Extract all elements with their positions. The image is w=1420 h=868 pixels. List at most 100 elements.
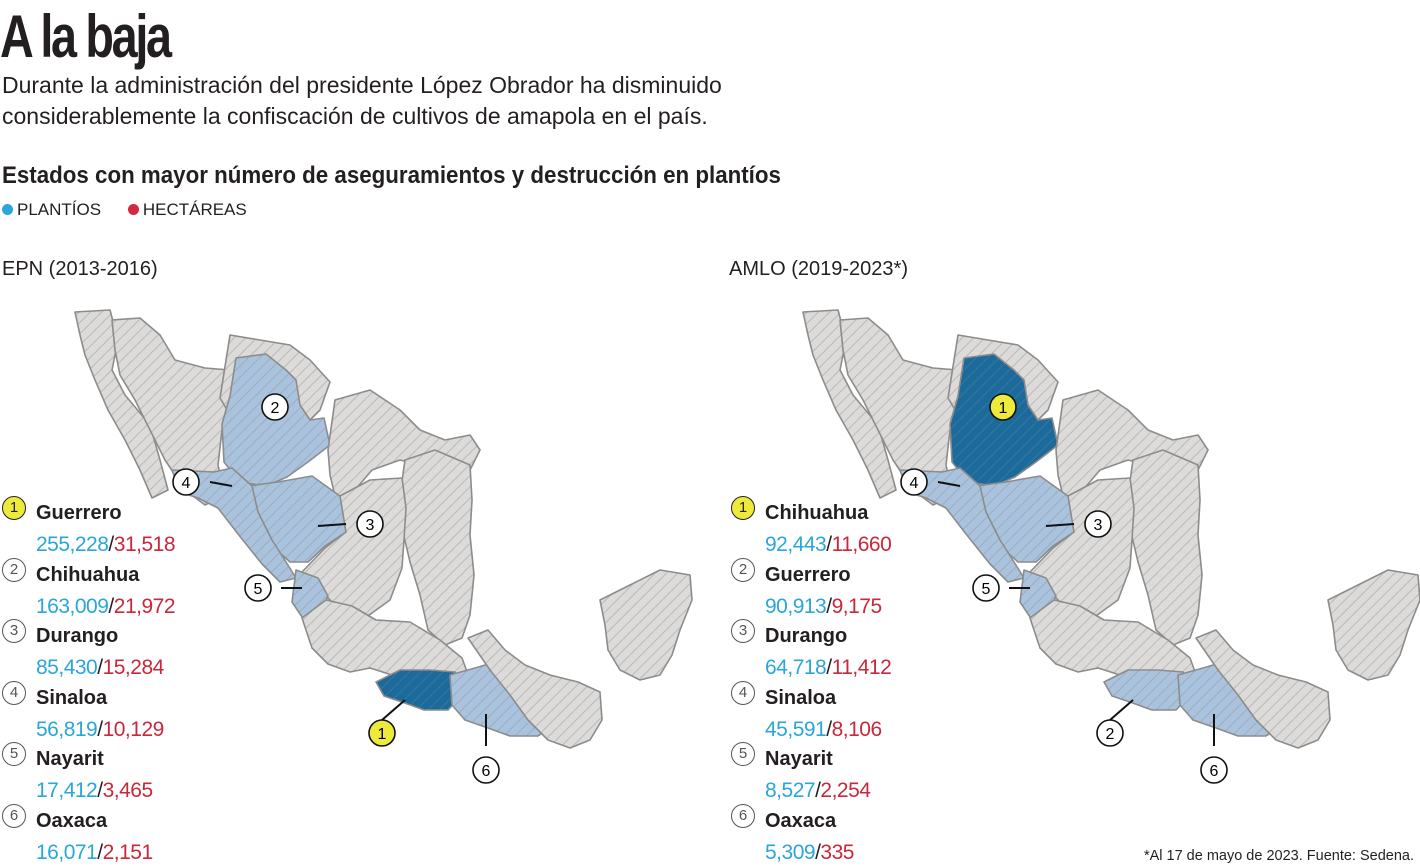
- amlo-leader-line: [1045, 523, 1075, 527]
- epn-hatch-guerrero: [376, 670, 462, 710]
- amlo-rank-badge: 5: [731, 742, 755, 766]
- epn-hectareas-value: 31,518: [113, 533, 176, 556]
- amlo-map-badge-label: 5: [982, 581, 991, 598]
- plantios-dot-icon: [2, 204, 13, 215]
- epn-hectareas-value: 3,465: [102, 779, 154, 802]
- amlo-rank-badge: 3: [731, 619, 755, 643]
- epn-state-values: 85,430/15,284: [36, 656, 164, 680]
- epn-hectareas-value: 2,151: [102, 840, 154, 864]
- amlo-hectareas-value: 11,660: [831, 533, 892, 556]
- amlo-state-values: 45,591/8,106: [765, 718, 882, 742]
- epn-hatch-nuevo-leon-y-tamaulipas: [400, 450, 474, 645]
- amlo-leader-line: [1109, 699, 1134, 721]
- amlo-rank-badge: 1: [731, 496, 755, 520]
- amlo-map-badge-label: 6: [1210, 763, 1219, 780]
- epn-plantios-value: 85,430: [36, 656, 98, 679]
- epn-state-values: 17,412/3,465: [36, 779, 153, 803]
- amlo-map-badge-label: 4: [910, 475, 919, 492]
- epn-map: 2 4 3 5 1 6: [74, 309, 693, 784]
- amlo-hectareas-value: 9,175: [831, 594, 883, 618]
- amlo-hatch-sinaloa: [900, 468, 1024, 582]
- epn-state-values: 56,819/10,129: [36, 718, 164, 742]
- epn-hatch-zacatecas-y-slp: [302, 478, 406, 618]
- epn-plantios-value: 163,009: [36, 594, 109, 618]
- epn-state-name: Chihuahua: [36, 563, 140, 586]
- legend-plantios: PLANTÍOS: [2, 200, 101, 219]
- amlo-leader-line: [937, 481, 961, 487]
- epn-hatch-sinaloa: [172, 468, 296, 582]
- epn-state-values: 255,228/31,518: [36, 533, 176, 557]
- epn-hatch-peninsula-de-yucatan: [600, 570, 692, 680]
- amlo-state-values: 64,718/11,412: [765, 656, 892, 680]
- legend-hectareas-label: HECTÁREAS: [142, 200, 247, 219]
- epn-map-badge-5: 5: [244, 574, 272, 602]
- epn-map-badge-label: 4: [182, 475, 191, 492]
- epn-hatch-veracruz-y-chiapas: [468, 630, 602, 748]
- amlo-hectareas-value: 11,412: [831, 656, 892, 679]
- amlo-state-values: 5,309/335: [765, 841, 854, 865]
- amlo-hectareas-value: 8,106: [831, 717, 883, 741]
- epn-plantios-value: 255,228: [36, 533, 109, 556]
- epn-map-badge-label: 6: [482, 763, 491, 780]
- amlo-hatch-peninsula-de-yucatan: [1328, 570, 1420, 680]
- amlo-hatch-coahuila: [1056, 390, 1208, 500]
- epn-rank-badge: 2: [2, 557, 26, 582]
- epn-map-badge-3: 3: [356, 510, 384, 538]
- amlo-value-separator: /: [815, 779, 821, 802]
- amlo-hatch-veracruz-y-chiapas: [1196, 630, 1330, 748]
- hectareas-dot-icon: [127, 204, 139, 215]
- amlo-state-name: Sinaloa: [765, 686, 837, 709]
- amlo-map-badge-label: 2: [1106, 726, 1115, 743]
- epn-state-values: 163,009/21,972: [36, 594, 176, 619]
- epn-map-badge-label: 1: [378, 726, 387, 743]
- epn-map-badge-6: 6: [472, 756, 500, 784]
- epn-hectareas-value: 21,972: [113, 594, 176, 618]
- amlo-plantios-value: 45,591: [765, 717, 827, 741]
- amlo-rank-badge: 6: [731, 803, 755, 828]
- amlo-map-badge-label: 3: [1094, 517, 1103, 534]
- epn-value-separator: /: [108, 533, 114, 556]
- amlo-state-name: Durango: [765, 625, 848, 647]
- epn-map-badge-2: 2: [261, 393, 289, 421]
- intro-text: Durante la administración del presidente…: [2, 72, 722, 129]
- amlo-hectareas-value: 335: [820, 840, 854, 864]
- epn-rank-badge: 1: [2, 496, 26, 520]
- amlo-state-name: Guerrero: [765, 563, 851, 586]
- amlo-rank-badge: 2: [731, 557, 755, 582]
- legend-hectareas: HECTÁREAS: [127, 200, 247, 219]
- epn-plantios-value: 16,071: [36, 840, 98, 864]
- amlo-plantios-value: 90,913: [765, 594, 827, 618]
- amlo-map-badge-2: 2: [1096, 719, 1124, 747]
- amlo-hatch-nuevo-leon-y-tamaulipas: [1128, 450, 1202, 645]
- amlo-map-badge-label: 1: [999, 400, 1008, 417]
- epn-rank-badge: 4: [2, 680, 26, 705]
- amlo-state-name: Nayarit: [765, 748, 833, 770]
- amlo-map-badge-3: 3: [1084, 510, 1112, 538]
- amlo-value-separator: /: [826, 533, 832, 556]
- amlo-value-separator: /: [826, 717, 832, 741]
- amlo-rank-badge: 4: [731, 680, 755, 705]
- amlo-state-name: Chihuahua: [765, 502, 869, 524]
- epn-rank-badge: 6: [2, 803, 26, 828]
- epn-rank-badge: 3: [2, 619, 26, 643]
- epn-hatch-jalisco-y-centro: [302, 600, 470, 685]
- amlo-state-values: 92,443/11,660: [765, 533, 892, 557]
- epn-leader-line: [381, 699, 406, 721]
- epn-map-badge-label: 5: [254, 581, 263, 598]
- amlo-value-separator: /: [815, 840, 821, 864]
- section-subtitle: Estados con mayor número de aseguramient…: [2, 162, 781, 189]
- amlo-value-separator: /: [826, 656, 832, 679]
- amlo-hatch-baja-california: [803, 310, 896, 498]
- amlo-state-values: 8,527/2,254: [765, 779, 871, 803]
- amlo-hatch-baja-california-sur: [840, 318, 960, 505]
- footnote: *Al 17 de mayo de 2023. Fuente: Sedena.: [1143, 848, 1414, 864]
- epn-hatch-baja-california-sur: [112, 318, 232, 505]
- epn-hatch-durango: [248, 476, 354, 562]
- epn-value-separator: /: [97, 840, 103, 864]
- legend: PLANTÍOS HECTÁREAS: [2, 200, 269, 220]
- amlo-map-badge-5: 5: [972, 574, 1000, 602]
- amlo-state-values: 90,913/9,175: [765, 595, 882, 619]
- epn-state-name: Oaxaca: [36, 809, 108, 832]
- amlo-hectareas-value: 2,254: [820, 779, 871, 802]
- amlo-map-badge-4: 4: [900, 468, 928, 496]
